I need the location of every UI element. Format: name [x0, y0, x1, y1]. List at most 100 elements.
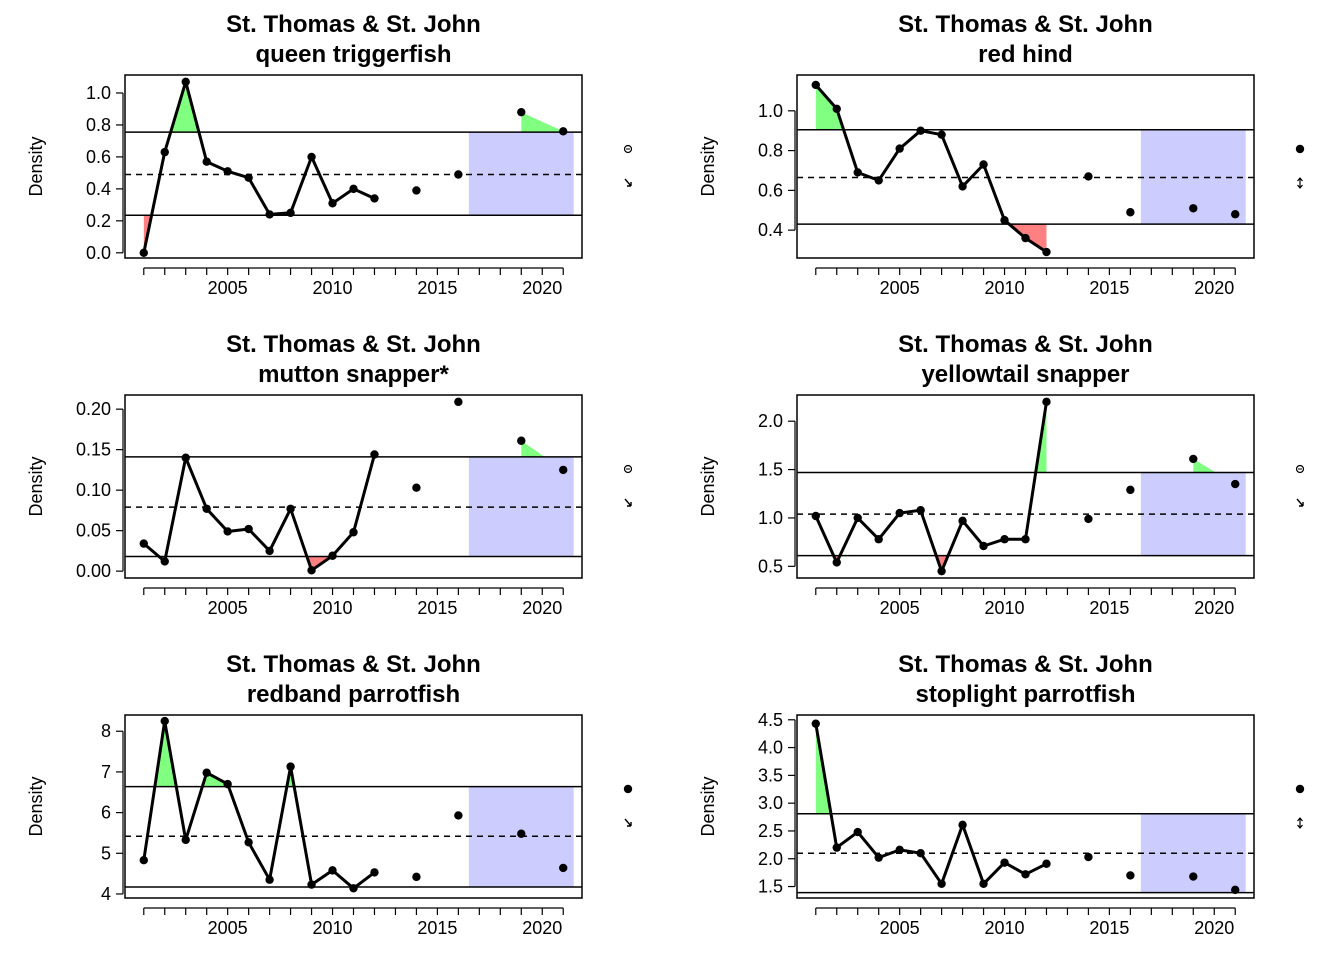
plot-frame	[796, 394, 1255, 579]
x-tick-label: 2015	[1089, 598, 1129, 618]
data-point	[1126, 871, 1135, 880]
below-lower-fill	[143, 215, 375, 253]
data-point	[958, 820, 967, 830]
data-point	[559, 465, 568, 475]
data-point	[832, 104, 841, 114]
plot-frame	[124, 74, 583, 259]
x-tick-label: 2005	[208, 278, 248, 298]
y-axis-label: Density	[26, 136, 46, 196]
data-point	[1000, 858, 1009, 867]
data-point	[1231, 479, 1240, 489]
y-tick-label: 0.20	[76, 399, 111, 419]
y-tick-label: 4	[101, 884, 111, 904]
x-tick-label: 2020	[1194, 918, 1234, 938]
above-upper-fill	[143, 721, 375, 787]
data-point	[244, 838, 253, 847]
data-point	[202, 157, 211, 166]
plot-frame	[124, 714, 583, 899]
data-point	[559, 863, 568, 873]
data-point	[139, 248, 148, 258]
data-point	[979, 879, 988, 888]
panel-4: St. Thomas & St. John yellowtail snapper D…	[698, 331, 1305, 618]
x-tick-label: 2020	[522, 918, 562, 938]
data-point	[811, 511, 820, 521]
data-point	[979, 541, 988, 551]
panel-5: St. Thomas & St. John redband parrotfish D…	[26, 651, 633, 938]
y-tick-label: 2.5	[758, 821, 783, 841]
data-point	[202, 768, 211, 777]
data-point	[265, 546, 274, 556]
trend-slope-arrow-icon	[624, 178, 632, 187]
trend-slope-arrow-icon	[624, 818, 632, 827]
data-point	[349, 184, 358, 194]
trend-slope-double-arrow-icon	[1297, 177, 1303, 189]
x-tick-label: 2005	[880, 278, 920, 298]
y-tick-label: 1.0	[758, 508, 783, 528]
below-lower-fill	[815, 224, 1047, 252]
panel-2: St. Thomas & St. John red hind Density 2005…	[698, 11, 1305, 298]
above-upper-fill	[815, 401, 1047, 473]
x-tick-label: 2015	[417, 918, 457, 938]
x-tick-label: 2010	[985, 918, 1025, 938]
x-tick-label: 2020	[522, 278, 562, 298]
data-point	[979, 160, 988, 169]
data-point	[160, 716, 169, 726]
above-upper-fill	[815, 723, 1047, 814]
data-point	[916, 126, 925, 135]
x-tick-label: 2015	[1089, 278, 1129, 298]
data-point	[223, 167, 232, 176]
chart-title: St. Thomas & St. John	[898, 11, 1153, 38]
y-tick-label: 1.0	[86, 83, 111, 103]
data-point	[895, 508, 904, 518]
data-point	[1126, 208, 1135, 217]
y-tick-label: 0.8	[758, 141, 783, 161]
data-point	[265, 875, 274, 884]
trend-slope-double-arrow-icon	[1297, 817, 1303, 829]
data-point	[1084, 172, 1093, 181]
data-point	[265, 210, 274, 219]
data-point	[244, 524, 253, 534]
data-point	[1000, 216, 1009, 225]
data-point	[853, 827, 862, 837]
y-axis-label: Density	[698, 776, 718, 836]
data-point	[517, 829, 526, 838]
data-point	[1126, 485, 1135, 495]
data-point	[181, 77, 190, 86]
y-tick-label: 2.0	[758, 411, 783, 431]
data-point	[349, 884, 358, 893]
chart-subtitle: queen triggerfish	[255, 41, 451, 68]
x-tick-label: 2020	[1194, 278, 1234, 298]
y-axis-label: Density	[26, 776, 46, 836]
chart-title: St. Thomas & St. John	[898, 651, 1153, 678]
data-point	[412, 186, 421, 195]
x-tick-label: 2010	[313, 598, 353, 618]
x-tick-label: 2010	[313, 918, 353, 938]
series-line	[814, 723, 1048, 886]
y-tick-label: 2.0	[758, 849, 783, 869]
data-point	[286, 208, 295, 218]
data-point	[160, 557, 169, 566]
data-point	[1042, 859, 1051, 868]
data-point	[202, 504, 211, 513]
y-tick-label: 3.5	[758, 765, 783, 785]
y-tick-label: 8	[101, 721, 111, 741]
chart-subtitle: stoplight parrotfish	[916, 681, 1136, 708]
data-point	[454, 170, 463, 179]
trend-mean-icon	[1295, 144, 1305, 154]
y-tick-label: 0.8	[86, 115, 111, 135]
chart-subtitle: yellowtail snapper	[921, 361, 1129, 388]
data-point	[286, 762, 295, 771]
below-lower-fill	[815, 555, 1047, 572]
data-point	[223, 779, 232, 789]
data-point	[895, 144, 904, 153]
data-point	[1084, 514, 1093, 524]
data-point	[139, 539, 148, 548]
plot-frame	[796, 714, 1255, 899]
data-point	[874, 176, 883, 185]
x-tick-label: 2005	[880, 918, 920, 938]
data-point	[874, 853, 883, 862]
above-upper-fill	[521, 112, 564, 133]
plot-frame	[796, 74, 1255, 259]
data-point	[958, 182, 967, 191]
y-tick-label: 5	[101, 843, 111, 863]
